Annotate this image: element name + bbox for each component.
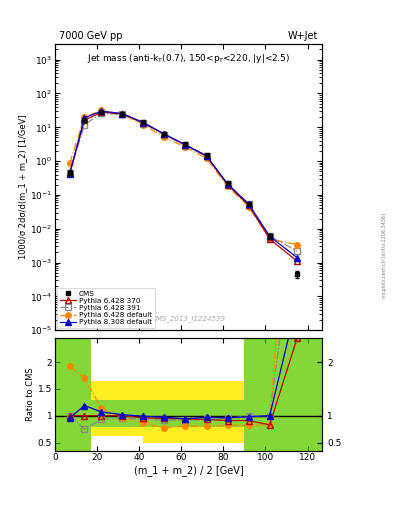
Pythia 6.428 default [204, 155, 209, 161]
Pythia 8.308 default [162, 131, 167, 137]
Text: Jet mass (anti-k$_\mathrm{T}$(0.7), 150<p$_\mathrm{T}$<220, |y|<2.5): Jet mass (anti-k$_\mathrm{T}$(0.7), 150<… [87, 52, 290, 65]
Pythia 8.308 default [225, 181, 230, 187]
Text: 7000 GeV pp: 7000 GeV pp [59, 31, 123, 41]
Pythia 6.428 391 [120, 112, 125, 118]
Pythia 6.428 391 [67, 170, 72, 176]
X-axis label: (m_1 + m_2) / 2 [GeV]: (m_1 + m_2) / 2 [GeV] [134, 465, 244, 476]
Y-axis label: Ratio to CMS: Ratio to CMS [26, 368, 35, 421]
Pythia 6.428 391 [162, 132, 167, 138]
Pythia 6.428 default [225, 183, 230, 189]
Pythia 6.428 default [162, 135, 167, 141]
Pythia 6.428 default [82, 114, 87, 120]
Pythia 6.428 391 [82, 121, 87, 127]
Pythia 6.428 391 [183, 142, 188, 148]
Pythia 6.428 370 [225, 182, 230, 188]
Pythia 8.308 default [267, 233, 272, 239]
Line: Pythia 6.428 default: Pythia 6.428 default [67, 108, 300, 247]
Pythia 6.428 370 [295, 258, 299, 264]
Text: mcplots.cern.ch [arXiv:1306.3436]: mcplots.cern.ch [arXiv:1306.3436] [382, 214, 387, 298]
Pythia 6.428 391 [141, 120, 146, 126]
Line: Pythia 8.308 default: Pythia 8.308 default [67, 109, 300, 261]
Pythia 8.308 default [246, 201, 251, 207]
Line: Pythia 6.428 391: Pythia 6.428 391 [67, 111, 300, 254]
Pythia 6.428 370 [141, 120, 146, 126]
Pythia 6.428 370 [120, 111, 125, 117]
Pythia 8.308 default [99, 108, 104, 114]
Pythia 6.428 370 [67, 170, 72, 176]
Pythia 6.428 391 [204, 153, 209, 159]
Pythia 6.428 391 [246, 201, 251, 207]
Pythia 6.428 391 [267, 233, 272, 239]
Pythia 6.428 default [120, 112, 125, 118]
Pythia 6.428 370 [183, 142, 188, 148]
Pythia 6.428 370 [99, 109, 104, 115]
Pythia 6.428 370 [204, 153, 209, 159]
Pythia 6.428 default [67, 160, 72, 166]
Pythia 6.428 391 [295, 248, 299, 254]
Pythia 6.428 default [267, 236, 272, 242]
Pythia 8.308 default [183, 142, 188, 148]
Pythia 6.428 default [99, 107, 104, 113]
Pythia 8.308 default [141, 119, 146, 125]
Pythia 8.308 default [120, 111, 125, 117]
Pythia 6.428 370 [162, 131, 167, 137]
Legend: CMS, Pythia 6.428 370, Pythia 6.428 391, Pythia 6.428 default, Pythia 8.308 defa: CMS, Pythia 6.428 370, Pythia 6.428 391,… [57, 288, 155, 328]
Line: Pythia 6.428 370: Pythia 6.428 370 [67, 110, 300, 264]
Text: CMS_2013_I1224539: CMS_2013_I1224539 [152, 315, 226, 322]
Pythia 6.428 391 [225, 181, 230, 187]
Pythia 6.428 370 [267, 236, 272, 242]
Pythia 8.308 default [82, 115, 87, 121]
Pythia 6.428 default [183, 144, 188, 150]
Pythia 6.428 default [295, 242, 299, 248]
Pythia 8.308 default [204, 153, 209, 159]
Pythia 6.428 370 [246, 202, 251, 208]
Pythia 6.428 default [141, 121, 146, 127]
Pythia 6.428 370 [82, 117, 87, 123]
Pythia 8.308 default [295, 254, 299, 261]
Pythia 6.428 default [246, 204, 251, 210]
Pythia 8.308 default [67, 170, 72, 177]
Y-axis label: 1000/σ 2dσ/d(m_1 + m_2) [1/GeV]: 1000/σ 2dσ/d(m_1 + m_2) [1/GeV] [18, 115, 27, 259]
Text: W+Jet: W+Jet [288, 31, 318, 41]
Pythia 6.428 391 [99, 110, 104, 116]
